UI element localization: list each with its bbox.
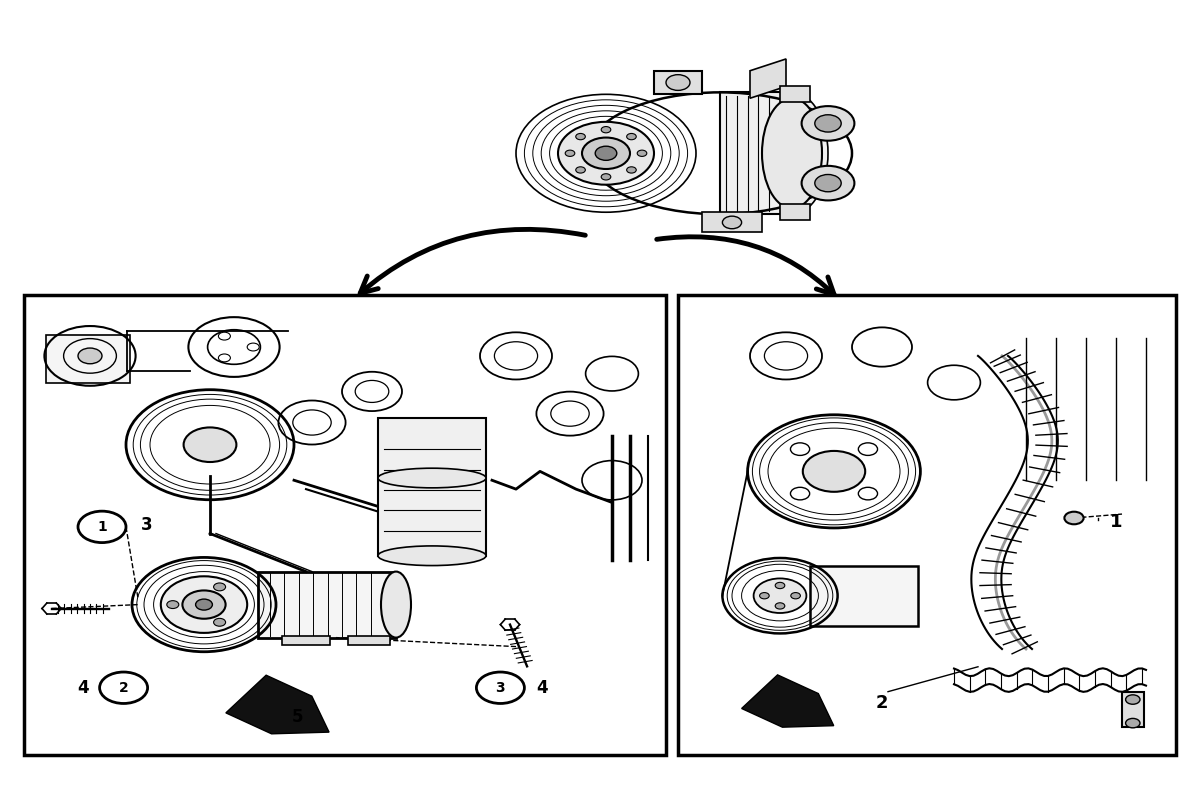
Text: 4: 4 <box>77 679 89 696</box>
Text: 3: 3 <box>140 516 152 534</box>
Bar <box>780 86 810 102</box>
Circle shape <box>78 348 102 364</box>
Polygon shape <box>226 675 329 734</box>
Polygon shape <box>742 675 834 727</box>
Circle shape <box>565 150 575 156</box>
Circle shape <box>722 216 742 229</box>
Circle shape <box>775 603 785 609</box>
Circle shape <box>775 582 785 589</box>
Circle shape <box>802 166 854 200</box>
Circle shape <box>791 593 800 599</box>
Circle shape <box>184 428 236 462</box>
Ellipse shape <box>378 546 486 566</box>
Bar <box>282 636 330 645</box>
Circle shape <box>626 134 636 140</box>
Circle shape <box>218 332 230 340</box>
Circle shape <box>595 146 617 160</box>
Circle shape <box>196 599 212 610</box>
Polygon shape <box>654 71 702 94</box>
Bar <box>378 418 486 556</box>
Bar <box>720 92 792 214</box>
Bar <box>24 295 666 755</box>
Bar <box>348 636 390 645</box>
Circle shape <box>815 174 841 192</box>
Text: 3: 3 <box>496 681 505 695</box>
Circle shape <box>100 672 148 703</box>
Circle shape <box>582 138 630 169</box>
Ellipse shape <box>762 98 822 208</box>
Circle shape <box>161 576 247 633</box>
Circle shape <box>1064 512 1084 524</box>
Polygon shape <box>702 212 762 232</box>
Ellipse shape <box>382 571 410 637</box>
Bar <box>780 204 810 220</box>
Circle shape <box>167 601 179 608</box>
Circle shape <box>666 75 690 90</box>
Circle shape <box>476 672 524 703</box>
Bar <box>810 566 918 626</box>
Text: 1: 1 <box>97 520 107 534</box>
Bar <box>678 295 1176 755</box>
Circle shape <box>791 443 810 455</box>
Circle shape <box>576 134 586 140</box>
Bar <box>258 571 396 637</box>
Circle shape <box>576 167 586 173</box>
Ellipse shape <box>756 92 828 214</box>
Circle shape <box>1126 718 1140 728</box>
Circle shape <box>858 443 877 455</box>
Text: 5: 5 <box>292 708 304 725</box>
Circle shape <box>791 487 810 500</box>
Circle shape <box>247 343 259 351</box>
Polygon shape <box>750 59 786 98</box>
Circle shape <box>626 167 636 173</box>
Circle shape <box>803 451 865 492</box>
Bar <box>46 336 130 383</box>
Circle shape <box>858 487 877 500</box>
Circle shape <box>558 122 654 185</box>
Text: 4: 4 <box>536 679 548 696</box>
Circle shape <box>802 106 854 141</box>
Circle shape <box>754 578 806 613</box>
Circle shape <box>601 127 611 133</box>
Text: 2: 2 <box>119 681 128 695</box>
Ellipse shape <box>378 468 486 488</box>
Circle shape <box>182 590 226 619</box>
Circle shape <box>218 354 230 362</box>
Circle shape <box>1126 695 1140 704</box>
Circle shape <box>214 619 226 626</box>
Text: 2: 2 <box>876 695 888 712</box>
Text: 1: 1 <box>1110 513 1122 531</box>
Circle shape <box>815 115 841 132</box>
Bar <box>1122 692 1144 727</box>
Circle shape <box>601 174 611 180</box>
Circle shape <box>637 150 647 156</box>
Circle shape <box>214 583 226 591</box>
Circle shape <box>760 593 769 599</box>
Circle shape <box>78 511 126 542</box>
